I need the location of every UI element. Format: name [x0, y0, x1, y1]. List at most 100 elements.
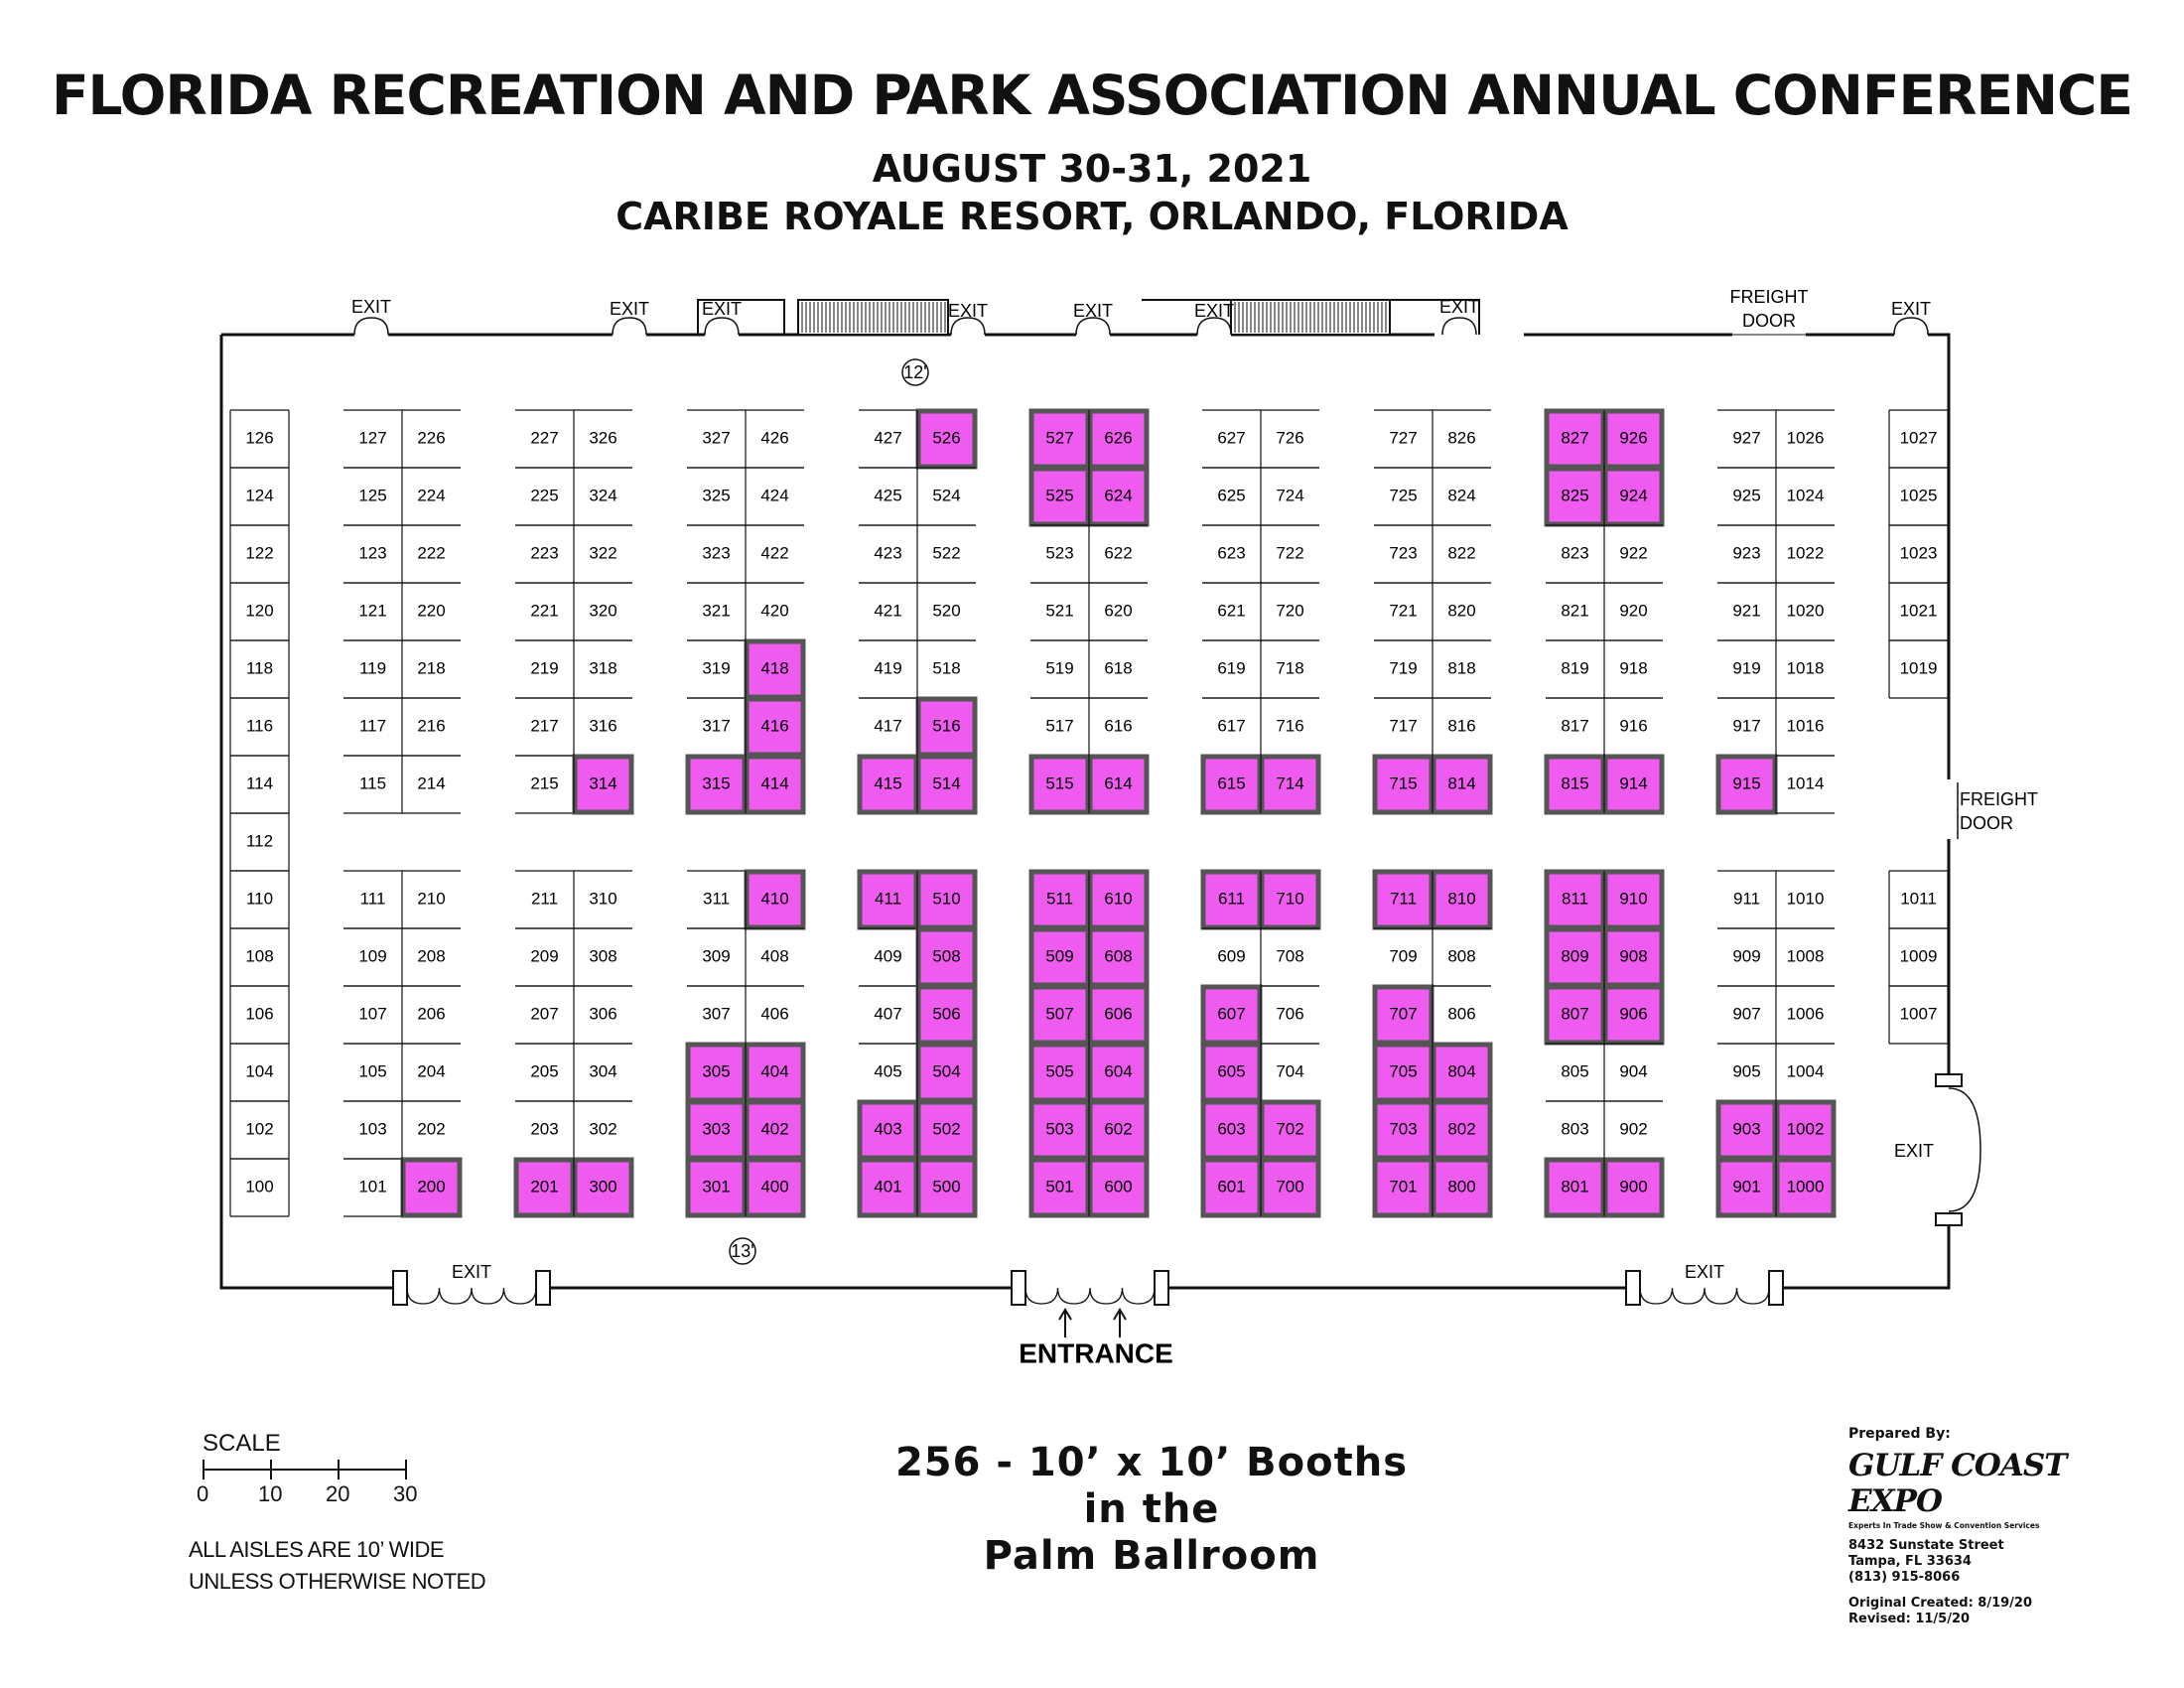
- booth-611[interactable]: 611: [1200, 869, 1263, 930]
- booth-400[interactable]: 400: [744, 1157, 806, 1218]
- booth-623[interactable]: 623: [1202, 524, 1261, 584]
- booth-601[interactable]: 601: [1200, 1157, 1263, 1218]
- booth-308[interactable]: 308: [574, 927, 632, 987]
- booth-102[interactable]: 102: [230, 1100, 289, 1160]
- booth-801[interactable]: 801: [1544, 1157, 1606, 1218]
- booth-602[interactable]: 602: [1087, 1099, 1150, 1161]
- booth-522[interactable]: 522: [917, 524, 976, 584]
- booth-303[interactable]: 303: [685, 1099, 748, 1161]
- booth-921[interactable]: 921: [1717, 582, 1776, 641]
- booth-426[interactable]: 426: [746, 409, 804, 469]
- booth-621[interactable]: 621: [1202, 582, 1261, 641]
- booth-107[interactable]: 107: [343, 985, 402, 1045]
- booth-1006[interactable]: 1006: [1776, 985, 1835, 1045]
- booth-607[interactable]: 607: [1200, 984, 1263, 1046]
- booth-209[interactable]: 209: [515, 927, 574, 987]
- booth-1011[interactable]: 1011: [1889, 870, 1948, 929]
- booth-816[interactable]: 816: [1433, 697, 1491, 757]
- booth-615[interactable]: 615: [1200, 754, 1263, 815]
- booth-815[interactable]: 815: [1544, 754, 1606, 815]
- entrance-doors[interactable]: [1011, 1270, 1169, 1306]
- booth-620[interactable]: 620: [1089, 582, 1148, 641]
- booth-825[interactable]: 825: [1544, 466, 1606, 527]
- booth-302[interactable]: 302: [574, 1100, 632, 1160]
- booth-700[interactable]: 700: [1259, 1157, 1321, 1218]
- booth-702[interactable]: 702: [1259, 1099, 1321, 1161]
- booth-218[interactable]: 218: [402, 639, 461, 699]
- booth-510[interactable]: 510: [915, 869, 978, 930]
- booth-708[interactable]: 708: [1261, 927, 1319, 987]
- booth-521[interactable]: 521: [1030, 582, 1089, 641]
- booth-423[interactable]: 423: [859, 524, 917, 584]
- booth-714[interactable]: 714: [1259, 754, 1321, 815]
- booth-508[interactable]: 508: [915, 926, 978, 988]
- booth-509[interactable]: 509: [1028, 926, 1091, 988]
- booth-802[interactable]: 802: [1431, 1099, 1493, 1161]
- booth-419[interactable]: 419: [859, 639, 917, 699]
- booth-918[interactable]: 918: [1604, 639, 1663, 699]
- booth-114[interactable]: 114: [230, 755, 289, 814]
- booth-520[interactable]: 520: [917, 582, 976, 641]
- booth-622[interactable]: 622: [1089, 524, 1148, 584]
- booth-408[interactable]: 408: [746, 927, 804, 987]
- booth-403[interactable]: 403: [857, 1099, 919, 1161]
- booth-605[interactable]: 605: [1200, 1042, 1263, 1103]
- booth-304[interactable]: 304: [574, 1043, 632, 1102]
- booth-115[interactable]: 115: [343, 755, 402, 814]
- top-exit-door-5[interactable]: [1075, 317, 1111, 338]
- booth-902[interactable]: 902: [1604, 1100, 1663, 1160]
- booth-1027[interactable]: 1027: [1889, 409, 1948, 469]
- booth-306[interactable]: 306: [574, 985, 632, 1045]
- booth-525[interactable]: 525: [1028, 466, 1091, 527]
- booth-627[interactable]: 627: [1202, 409, 1261, 469]
- booth-126[interactable]: 126: [230, 409, 289, 469]
- booth-220[interactable]: 220: [402, 582, 461, 641]
- top-exit-door-3[interactable]: [704, 317, 740, 338]
- booth-223[interactable]: 223: [515, 524, 574, 584]
- booth-118[interactable]: 118: [230, 639, 289, 699]
- top-exit-door-6[interactable]: [1196, 317, 1232, 338]
- booth-404[interactable]: 404: [744, 1042, 806, 1103]
- booth-805[interactable]: 805: [1546, 1043, 1604, 1102]
- booth-804[interactable]: 804: [1431, 1042, 1493, 1103]
- booth-619[interactable]: 619: [1202, 639, 1261, 699]
- booth-624[interactable]: 624: [1087, 466, 1150, 527]
- booth-603[interactable]: 603: [1200, 1099, 1263, 1161]
- booth-422[interactable]: 422: [746, 524, 804, 584]
- booth-416[interactable]: 416: [744, 696, 806, 758]
- booth-203[interactable]: 203: [515, 1100, 574, 1160]
- booth-103[interactable]: 103: [343, 1100, 402, 1160]
- booth-1010[interactable]: 1010: [1776, 870, 1835, 929]
- booth-311[interactable]: 311: [687, 870, 746, 929]
- booth-224[interactable]: 224: [402, 467, 461, 526]
- booth-717[interactable]: 717: [1374, 697, 1433, 757]
- booth-920[interactable]: 920: [1604, 582, 1663, 641]
- booth-104[interactable]: 104: [230, 1043, 289, 1102]
- booth-707[interactable]: 707: [1372, 984, 1434, 1046]
- booth-314[interactable]: 314: [572, 754, 634, 815]
- booth-823[interactable]: 823: [1546, 524, 1604, 584]
- booth-211[interactable]: 211: [515, 870, 574, 929]
- booth-227[interactable]: 227: [515, 409, 574, 469]
- booth-325[interactable]: 325: [687, 467, 746, 526]
- booth-919[interactable]: 919: [1717, 639, 1776, 699]
- booth-518[interactable]: 518: [917, 639, 976, 699]
- booth-906[interactable]: 906: [1602, 984, 1665, 1046]
- booth-715[interactable]: 715: [1372, 754, 1434, 815]
- booth-322[interactable]: 322: [574, 524, 632, 584]
- booth-514[interactable]: 514: [915, 754, 978, 815]
- booth-417[interactable]: 417: [859, 697, 917, 757]
- booth-721[interactable]: 721: [1374, 582, 1433, 641]
- booth-124[interactable]: 124: [230, 467, 289, 526]
- booth-915[interactable]: 915: [1715, 754, 1778, 815]
- booth-202[interactable]: 202: [402, 1100, 461, 1160]
- booth-600[interactable]: 600: [1087, 1157, 1150, 1218]
- booth-822[interactable]: 822: [1433, 524, 1491, 584]
- booth-924[interactable]: 924: [1602, 466, 1665, 527]
- booth-916[interactable]: 916: [1604, 697, 1663, 757]
- booth-709[interactable]: 709: [1374, 927, 1433, 987]
- booth-517[interactable]: 517: [1030, 697, 1089, 757]
- top-exit-door-1[interactable]: [353, 317, 389, 338]
- booth-817[interactable]: 817: [1546, 697, 1604, 757]
- booth-716[interactable]: 716: [1261, 697, 1319, 757]
